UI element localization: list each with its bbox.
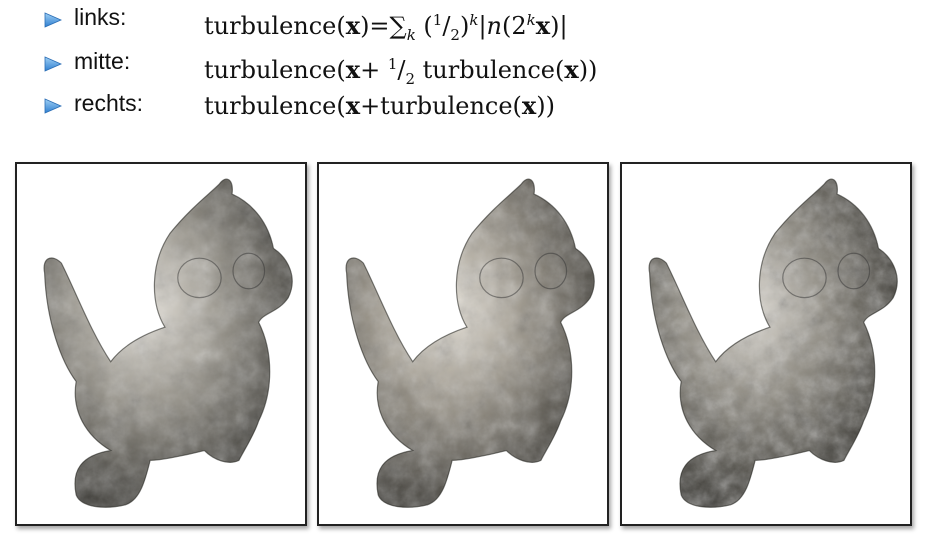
image-frame-links [15, 162, 307, 526]
formula-mitte: turbulence(x+ 1/2 turbulence(x)) [204, 55, 598, 88]
bullet-arrow-icon [44, 12, 62, 28]
bullet-label: rechts: [74, 90, 144, 116]
formula-rechts: turbulence(x+turbulence(x)) [204, 91, 555, 120]
bullet-label: mitte: [74, 48, 131, 74]
bullet-row-rechts: rechts: turbulence(x+turbulence(x)) [44, 86, 904, 126]
marble-bird-figure-icon [648, 178, 898, 508]
bullet-arrow-icon [44, 56, 62, 72]
marble-bird-figure-icon [345, 178, 595, 508]
image-frame-rechts [620, 162, 912, 526]
image-frame-mitte [317, 162, 609, 526]
bullet-arrow-icon [44, 98, 62, 114]
marble-bird-figure-icon [43, 178, 293, 508]
bullet-label: links: [74, 4, 127, 30]
bullet-row-links: links: turbulence(x)=∑k (1/2)k|n(2kx)| [44, 0, 904, 44]
formula-links: turbulence(x)=∑k (1/2)k|n(2kx)| [204, 11, 568, 44]
bullet-row-mitte: mitte: turbulence(x+ 1/2 turbulence(x)) [44, 44, 904, 88]
